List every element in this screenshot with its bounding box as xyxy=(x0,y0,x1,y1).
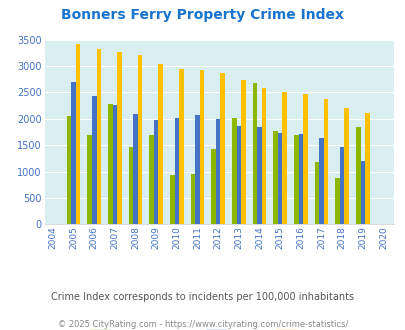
Bar xyxy=(158,64,163,224)
Bar xyxy=(128,147,133,224)
Bar xyxy=(199,70,204,224)
Bar xyxy=(195,115,199,224)
Bar xyxy=(355,127,360,224)
Bar xyxy=(96,49,101,224)
Bar xyxy=(170,175,174,224)
Bar xyxy=(360,160,364,224)
Text: Crime Index corresponds to incidents per 100,000 inhabitants: Crime Index corresponds to incidents per… xyxy=(51,292,354,302)
Bar xyxy=(364,113,369,224)
Bar xyxy=(339,147,343,224)
Bar xyxy=(293,135,298,224)
Bar xyxy=(92,96,96,224)
Bar xyxy=(273,131,277,224)
Bar xyxy=(149,135,153,224)
Legend: Bonners Ferry, Idaho, National: Bonners Ferry, Idaho, National xyxy=(85,326,352,330)
Bar xyxy=(241,80,245,224)
Bar xyxy=(71,82,76,224)
Bar xyxy=(133,114,138,224)
Bar xyxy=(323,99,328,224)
Bar xyxy=(343,108,348,224)
Bar xyxy=(220,73,224,224)
Bar xyxy=(112,105,117,224)
Bar xyxy=(179,69,183,224)
Bar xyxy=(76,44,80,224)
Bar xyxy=(138,55,142,224)
Bar xyxy=(153,120,158,224)
Bar xyxy=(215,119,220,224)
Bar xyxy=(87,135,92,224)
Bar xyxy=(211,149,215,224)
Bar xyxy=(174,118,179,224)
Bar xyxy=(236,126,241,224)
Bar xyxy=(257,127,261,224)
Bar xyxy=(66,116,71,224)
Bar xyxy=(282,92,286,224)
Text: Bonners Ferry Property Crime Index: Bonners Ferry Property Crime Index xyxy=(61,8,344,22)
Bar xyxy=(117,52,121,224)
Text: © 2025 CityRating.com - https://www.cityrating.com/crime-statistics/: © 2025 CityRating.com - https://www.city… xyxy=(58,320,347,329)
Bar xyxy=(298,134,303,224)
Bar xyxy=(314,162,318,224)
Bar xyxy=(190,174,195,224)
Bar xyxy=(335,178,339,224)
Bar xyxy=(108,104,112,224)
Bar xyxy=(277,133,282,224)
Bar xyxy=(303,94,307,224)
Bar xyxy=(232,118,236,224)
Bar xyxy=(318,138,323,224)
Bar xyxy=(261,88,266,224)
Bar xyxy=(252,83,257,224)
